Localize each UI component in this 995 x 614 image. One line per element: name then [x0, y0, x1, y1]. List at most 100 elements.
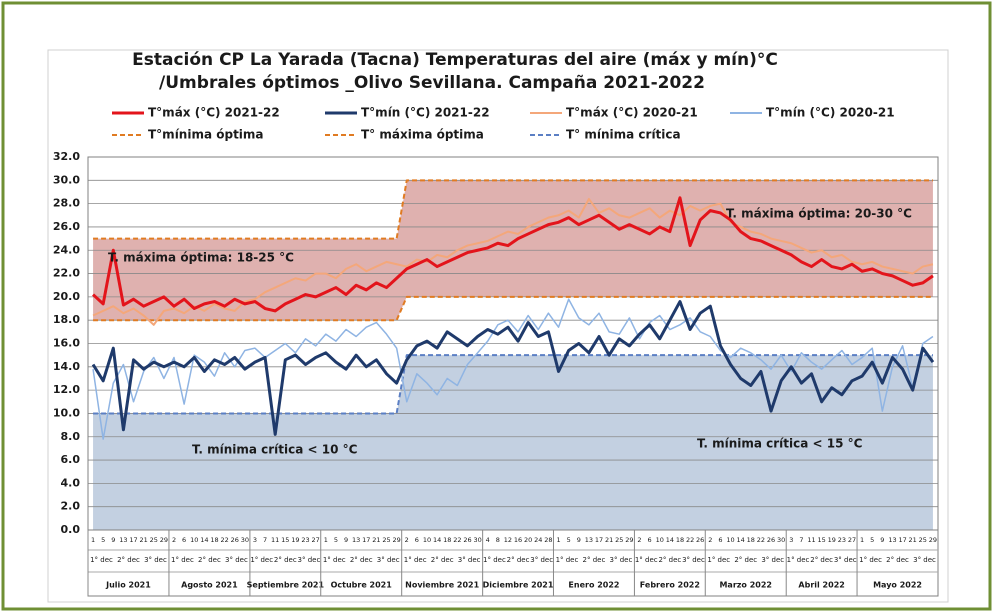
x-tick-label: 5: [567, 536, 571, 544]
y-tick-label: 20.0: [53, 290, 80, 303]
x-tick-label: 25: [615, 536, 623, 544]
dekad-label: 1° dec: [483, 556, 506, 564]
y-tick-label: 22.0: [53, 267, 80, 280]
x-tick-label: 14: [737, 536, 745, 544]
x-tick-label: 30: [473, 536, 481, 544]
y-tick-label: 18.0: [53, 313, 80, 326]
y-tick-label: 12.0: [53, 383, 80, 396]
dekad-label: 2° dec: [810, 556, 833, 564]
x-tick-label: 18: [210, 536, 218, 544]
x-tick-label: 6: [718, 536, 722, 544]
x-tick-label: 13: [888, 536, 896, 544]
annotation: T. máxima óptima: 20-30 °C: [726, 207, 912, 221]
x-tick-label: 17: [898, 536, 906, 544]
x-tick-label: 1: [91, 536, 95, 544]
dekad-label: 2° dec: [886, 556, 909, 564]
x-tick-label: 30: [777, 536, 785, 544]
x-tick-label: 25: [150, 536, 158, 544]
month-label: Mayo 2022: [873, 581, 922, 590]
x-tick-label: 26: [231, 536, 239, 544]
x-tick-label: 27: [312, 536, 320, 544]
dekad-label: 1° dec: [90, 556, 113, 564]
x-tick-label: 1: [324, 536, 328, 544]
x-tick-label: 13: [585, 536, 593, 544]
x-tick-label: 2: [708, 536, 712, 544]
legend-label: T° mínima crítica: [566, 128, 681, 142]
dekad-label: 2° dec: [117, 556, 140, 564]
dekad-label: 2° dec: [431, 556, 454, 564]
x-tick-label: 3: [253, 536, 257, 544]
x-tick-label: 17: [129, 536, 137, 544]
x-tick-label: 20: [524, 536, 532, 544]
month-label: Septiembre 2021: [247, 581, 325, 590]
x-tick-label: 7: [263, 536, 267, 544]
x-tick-label: 18: [676, 536, 684, 544]
chart-title: Estación CP La Yarada (Tacna) Temperatur…: [132, 50, 778, 70]
month-label: Enero 2022: [568, 581, 619, 590]
x-tick-label: 16: [514, 536, 522, 544]
x-tick-label: 9: [111, 536, 115, 544]
x-tick-label: 13: [352, 536, 360, 544]
month-label: Julio 2021: [105, 581, 151, 590]
dekad-label: 1° dec: [404, 556, 427, 564]
dekad-label: 2° dec: [274, 556, 297, 564]
x-tick-label: 29: [625, 536, 633, 544]
y-tick-label: 26.0: [53, 220, 80, 233]
chart-subtitle: /Umbrales óptimos _Olivo Sevillana. Camp…: [159, 73, 705, 93]
x-tick-label: 1: [556, 536, 560, 544]
x-tick-label: 22: [220, 536, 228, 544]
dekad-label: 1° dec: [635, 556, 658, 564]
dekad-label: 3° dec: [458, 556, 481, 564]
legend-label: T°máx (°C) 2020-21: [566, 106, 698, 120]
annotation: T. máxima óptima: 18-25 °C: [108, 251, 294, 265]
x-tick-label: 4: [486, 536, 490, 544]
x-tick-label: 2: [172, 536, 176, 544]
x-tick-label: 14: [433, 536, 441, 544]
x-tick-label: 2: [637, 536, 641, 544]
x-tick-label: 2: [405, 536, 409, 544]
dekad-label: 3° dec: [610, 556, 633, 564]
x-tick-label: 11: [271, 536, 279, 544]
x-tick-label: 5: [101, 536, 105, 544]
dekad-label: 3° dec: [913, 556, 936, 564]
x-tick-label: 25: [919, 536, 927, 544]
x-tick-label: 27: [848, 536, 856, 544]
y-tick-label: 24.0: [53, 243, 80, 256]
annotation: T. mínima crítica < 10 °C: [192, 443, 358, 457]
x-tick-label: 10: [423, 536, 431, 544]
month-label: Diciembre 2021: [483, 581, 554, 590]
dekad-label: 3° dec: [682, 556, 705, 564]
x-tick-label: 12: [504, 536, 512, 544]
legend-label: T°máx (°C) 2021-22: [148, 106, 280, 120]
x-tick-label: 26: [696, 536, 704, 544]
band-area: [93, 355, 933, 530]
y-tick-label: 30.0: [53, 173, 80, 186]
series-line: [93, 179, 933, 240]
series-line: [92, 197, 934, 326]
x-tick-label: 9: [577, 536, 581, 544]
x-tick-label: 5: [334, 536, 338, 544]
x-tick-label: 5: [870, 536, 874, 544]
x-tick-label: 19: [291, 536, 299, 544]
dekad-label: 2° dec: [350, 556, 373, 564]
dekad-label: 1° dec: [250, 556, 273, 564]
x-tick-label: 15: [817, 536, 825, 544]
x-tick-label: 14: [666, 536, 674, 544]
dekad-label: 3° dec: [530, 556, 553, 564]
month-label: Abril 2022: [798, 581, 844, 590]
x-tick-label: 21: [372, 536, 380, 544]
series-line: [93, 354, 933, 415]
legend-label: T°mín (°C) 2020-21: [766, 106, 895, 120]
dekad-label: 1° dec: [323, 556, 346, 564]
x-tick-label: 28: [544, 536, 552, 544]
month-label: Agosto 2021: [181, 581, 238, 590]
x-tick-label: 6: [648, 536, 652, 544]
dekad-label: 3° dec: [834, 556, 857, 564]
x-tick-label: 24: [534, 536, 542, 544]
x-tick-label: 22: [686, 536, 694, 544]
x-tick-label: 22: [757, 536, 765, 544]
y-tick-label: 0.0: [61, 523, 81, 536]
dekad-label: 1° dec: [787, 556, 810, 564]
x-tick-label: 18: [747, 536, 755, 544]
